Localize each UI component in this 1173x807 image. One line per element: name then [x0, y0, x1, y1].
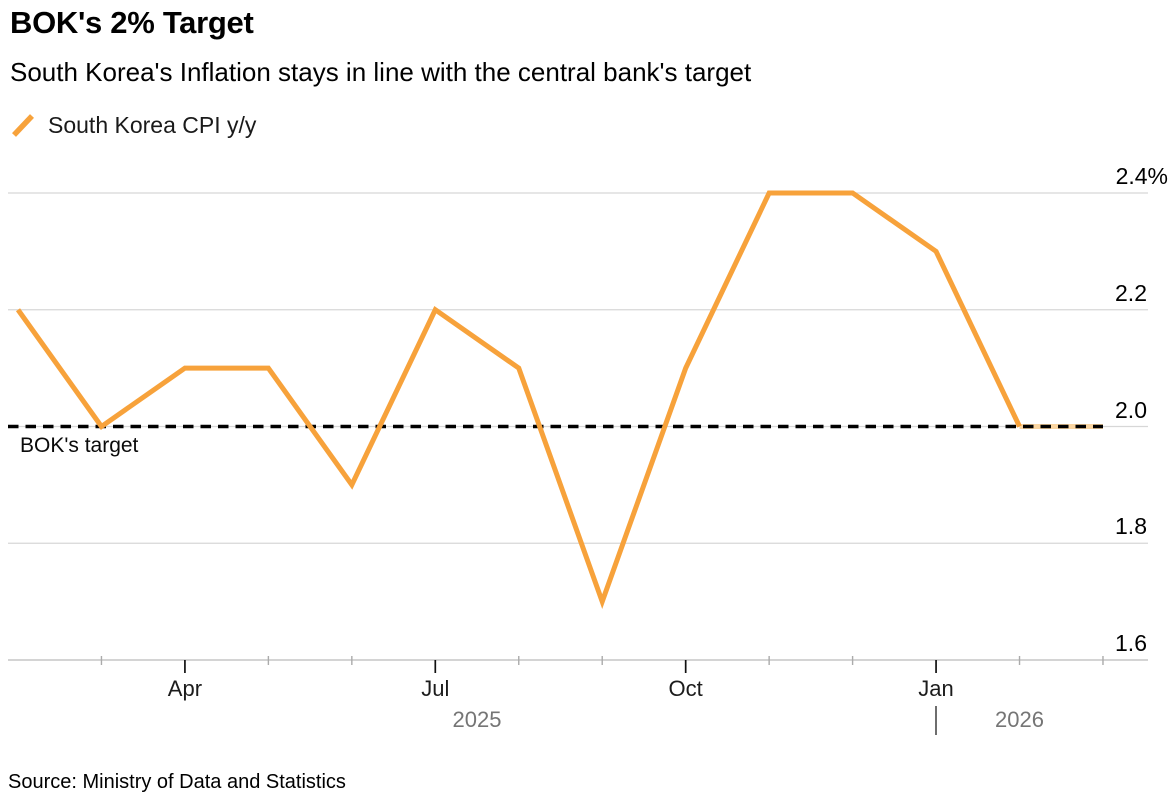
chart-title: BOK's 2% Target	[10, 5, 254, 40]
legend-label: South Korea CPI y/y	[48, 112, 257, 138]
target-line-label: BOK's target	[20, 434, 139, 457]
legend-line-marker-icon	[12, 114, 34, 137]
legend: South Korea CPI y/y	[10, 110, 256, 140]
series-line	[15, 190, 1022, 610]
chart-subtitle: South Korea's Inflation stays in line wi…	[10, 57, 752, 87]
source-text: Source: Ministry of Data and Statistics	[8, 771, 346, 793]
